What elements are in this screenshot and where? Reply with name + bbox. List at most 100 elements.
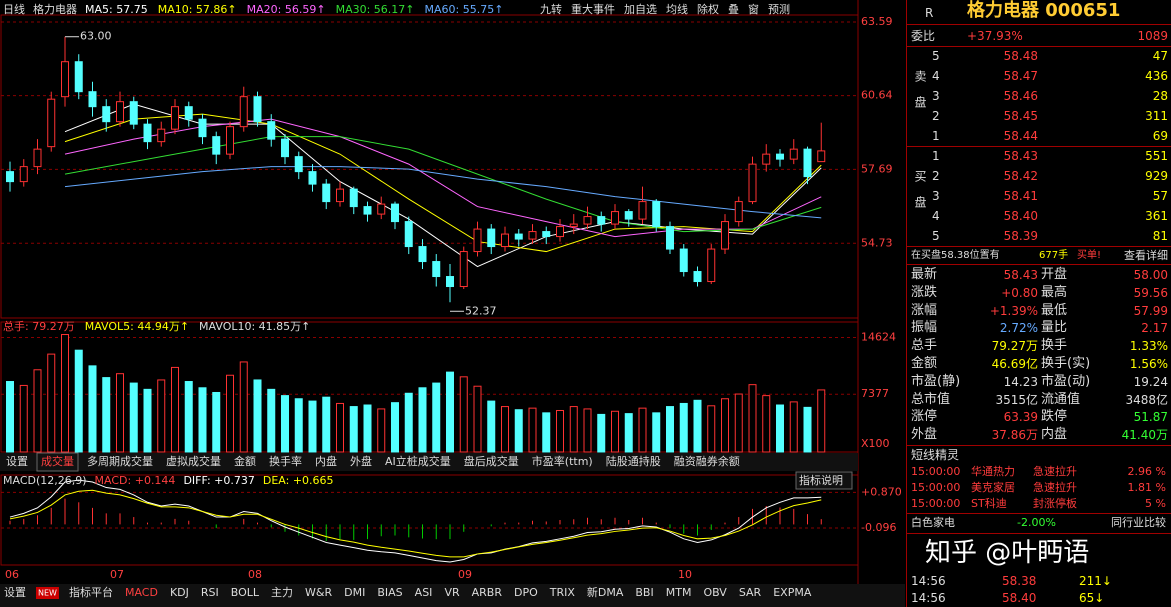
volume-tab[interactable]: 换手率 [269,454,302,468]
toolbar-button[interactable]: 九转 [540,2,562,16]
indicator-tab[interactable]: ARBR [472,586,503,599]
help-button-frame [795,471,853,490]
stat-label: 最低 [1041,302,1068,318]
y-tick-label: 63.59 [861,15,893,28]
volume-bar [666,406,674,453]
toolbar-button[interactable]: 预测 [768,3,790,16]
toolbar-button[interactable]: 均线 [666,2,688,16]
help-button[interactable]: 指标说明 [799,473,843,487]
price: 58.45 [1003,109,1038,123]
indicator-tab[interactable]: DPO [514,586,538,599]
volume-tab[interactable]: 市盈率(ttm) [532,454,593,468]
volume-tab[interactable]: AI立桩成交量 [385,454,451,468]
volume-bar [638,407,647,453]
indicator-tab[interactable]: NEW [38,589,57,598]
chart-header: 日线 [3,2,25,16]
stat-value: 51.87 [1133,410,1168,425]
toolbar-button[interactable]: 叠 [728,3,739,16]
volume-bar [212,391,221,453]
price: 58.47 [1003,69,1038,83]
indicator-tab[interactable]: TRIX [549,586,576,599]
volume-tab[interactable]: 多周期成交量 [87,454,153,468]
chart-header: 格力电器 [33,2,77,16]
indicator-tab[interactable]: RSI [201,586,219,599]
volume-tab[interactable]: 融资融券余额 [674,454,740,468]
indicator-tab[interactable]: VR [444,586,460,599]
volume-tab[interactable]: 内盘 [315,454,337,468]
candle-body [143,123,152,143]
indicator-tab[interactable]: DMI [344,586,365,599]
indicator-tab[interactable]: KDJ [170,586,189,599]
indicator-tab[interactable]: BOLL [231,586,260,599]
candle-body [817,150,826,163]
volume-bar [116,373,124,453]
volume-legend: MAVOL10: 41.85万↑ [199,320,310,333]
volume-tab[interactable]: 成交量 [41,454,74,468]
candle-body [446,276,454,288]
toolbar-button[interactable]: 重大事件 [571,2,615,16]
stat-value: 14.23 [1003,374,1038,389]
candle-body [418,246,427,263]
volume-bar [349,406,358,453]
x-tick-label: 06 [5,568,19,581]
indicator-tab[interactable]: 新DMA [587,585,624,599]
toolbar-button[interactable]: 加自选 [624,3,657,16]
toolbar-button[interactable]: 除权 [697,2,719,16]
candle-body [528,231,537,240]
candle-body [666,226,674,250]
stat-label: 市盈(动) [1041,373,1091,389]
volume-bar [528,407,537,453]
panel-frame [0,14,859,319]
toolbar-button[interactable]: 窗 [748,2,759,16]
volume-bar [226,374,234,453]
indicator-tab[interactable]: ASI [415,586,433,599]
size: 81 [1152,229,1168,243]
indicator-tab[interactable]: EXPMA [773,586,812,599]
indicator-tab[interactable]: OBV [703,586,727,599]
compare-link[interactable]: 同行业比较 [1111,516,1166,529]
stock-title: 格力电器 000651 [967,0,1121,21]
ma-legend: MA30: 56.17↑ [336,3,415,16]
indicator-tab[interactable]: 主力 [271,586,293,599]
weibi-pct: +37.93% [967,29,1023,43]
volume-tab[interactable]: 金额 [234,454,256,468]
stat-value: 37.86万 [991,428,1038,443]
volume-bar [404,392,413,453]
detail-link[interactable]: 查看详细 [1124,249,1168,262]
candle-body [349,188,358,208]
volume-bar [377,408,386,453]
stat-label: 涨幅 [911,302,938,318]
sell-label: 卖盘 [913,70,927,122]
candle-body [6,171,14,183]
indicator-tab[interactable]: BBI [635,586,653,599]
volume-tab[interactable]: 盘后成交量 [464,454,519,468]
volume-tab[interactable]: 陆股通持股 [606,454,661,468]
stat-label: 市盈(静) [911,373,961,389]
indicator-tab[interactable]: 设置 [4,586,26,599]
high-label: 63.00 [80,30,112,43]
volume-tab[interactable]: 虚拟成交量 [166,454,221,468]
alert-pct: 1.81 % [1127,481,1166,494]
volume-tab[interactable]: 设置 [6,455,28,468]
tick-price: 58.40 [1002,591,1037,605]
price: 58.43 [1003,149,1038,163]
indicator-tab[interactable]: MACD [125,586,158,599]
volume-bar [679,402,688,453]
indicator-tab[interactable]: W&R [305,586,332,599]
stat-value: 19.24 [1133,374,1168,389]
candle-body [19,166,28,183]
volume-tab[interactable]: 外盘 [350,454,372,468]
volume-bar [88,365,97,453]
volume-bar [267,388,276,453]
indicator-tab[interactable]: MTM [666,586,692,599]
candle-body [721,221,729,250]
indicator-tab[interactable]: SAR [739,586,762,599]
stat-label: 量比 [1041,320,1068,336]
candle-body [377,203,386,215]
indicator-tab[interactable]: BIAS [377,586,402,599]
candle-body [569,223,578,228]
indicator-tab[interactable]: 指标平台 [69,585,113,599]
weibi-label: 委比 [911,29,936,43]
ma-line [64,136,822,233]
